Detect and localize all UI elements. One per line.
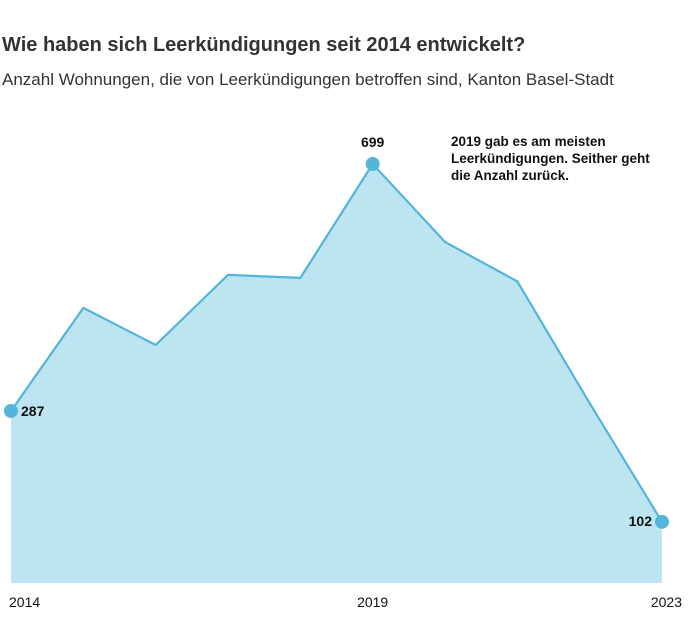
annotation: 2019 gab es am meisten Leerkündigungen. … bbox=[451, 134, 650, 183]
chart-title: Wie haben sich Leerkündigungen seit 2014… bbox=[2, 34, 526, 56]
series-line bbox=[10, 162, 663, 523]
data-label: 102 bbox=[629, 513, 653, 529]
area-fill bbox=[11, 164, 662, 583]
data-point bbox=[655, 514, 669, 529]
x-tick-label: 2019 bbox=[357, 594, 388, 610]
data-label: 287 bbox=[21, 403, 45, 419]
data-point bbox=[4, 403, 18, 418]
chart-subtitle: Anzahl Wohnungen, die von Leerkündigunge… bbox=[2, 70, 614, 89]
x-tick-label: 2014 bbox=[9, 594, 40, 610]
data-point bbox=[365, 157, 380, 171]
data-label: 699 bbox=[361, 134, 385, 150]
x-tick-label: 2023 bbox=[651, 594, 682, 610]
